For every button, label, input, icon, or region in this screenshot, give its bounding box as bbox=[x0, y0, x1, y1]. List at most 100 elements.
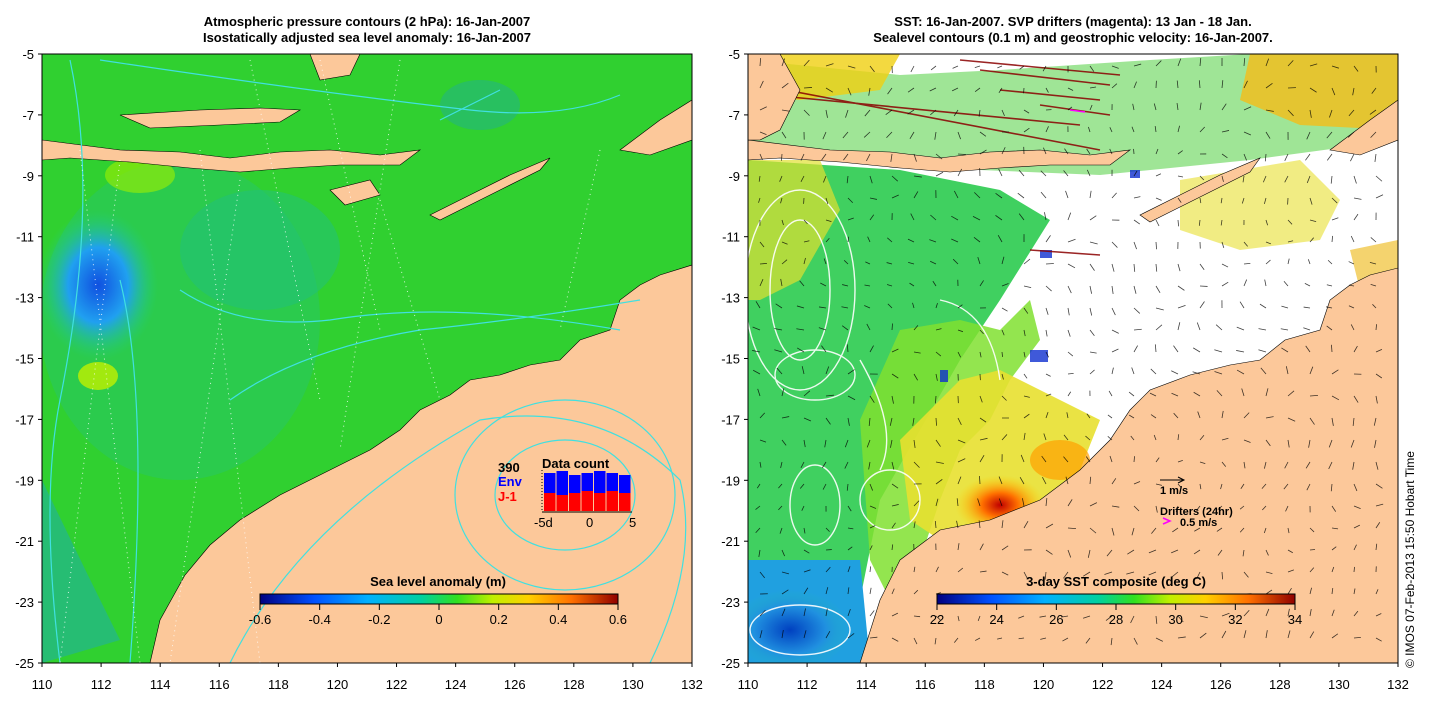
sla-colorbar-tick: 0 bbox=[435, 612, 442, 627]
velocity-arrow bbox=[1353, 544, 1357, 551]
sla-colorbar-tick: -0.2 bbox=[368, 612, 390, 627]
velocity-arrow bbox=[1088, 126, 1091, 133]
velocity-arrow bbox=[1018, 169, 1025, 177]
lesser-sunda-islands-right bbox=[748, 139, 1132, 173]
velocity-arrow bbox=[803, 257, 806, 265]
velocity-arrow bbox=[1284, 175, 1289, 183]
velocity-arrow bbox=[1240, 483, 1245, 489]
velocity-arrow bbox=[1199, 632, 1207, 639]
velocity-arrow bbox=[1239, 301, 1245, 309]
velocity-arrow bbox=[972, 216, 981, 221]
velocity-arrow bbox=[957, 131, 961, 140]
velocity-arrow bbox=[1331, 587, 1334, 595]
velocity-arrow bbox=[1040, 170, 1047, 177]
velocity-arrow bbox=[1287, 258, 1290, 265]
velocity-arrow bbox=[977, 498, 981, 507]
velocity-arrow bbox=[1306, 175, 1311, 184]
velocity-arrow bbox=[957, 615, 960, 622]
velocity-arrow bbox=[957, 417, 962, 425]
velocity-arrow bbox=[1023, 432, 1026, 441]
velocity-arrow bbox=[1017, 192, 1025, 199]
velocity-arrow bbox=[1067, 238, 1076, 243]
velocity-arrow bbox=[1176, 102, 1179, 111]
velocity-arrow bbox=[1370, 283, 1377, 287]
velocity-arrow bbox=[953, 637, 959, 643]
velocity-arrow bbox=[979, 131, 987, 137]
velocity-arrow bbox=[957, 476, 962, 485]
velocity-arrow bbox=[1284, 461, 1289, 469]
velocity-arrow bbox=[979, 280, 984, 287]
velocity-arrow bbox=[1106, 549, 1113, 557]
velocity-arrow bbox=[891, 612, 899, 617]
velocity-arrow bbox=[1353, 610, 1359, 617]
velocity-arrow bbox=[1151, 527, 1157, 534]
velocity-arrow bbox=[803, 569, 811, 573]
velocity-arrow bbox=[1264, 279, 1267, 287]
velocity-arrow bbox=[1348, 305, 1355, 309]
velocity-arrow bbox=[796, 347, 805, 353]
velocity-arrow bbox=[823, 175, 827, 183]
velocity-arrow bbox=[843, 153, 849, 161]
velocity-arrow bbox=[1326, 306, 1333, 309]
velocity-arrow bbox=[997, 637, 1003, 640]
velocity-arrow bbox=[934, 131, 937, 140]
velocity-arrow bbox=[1221, 130, 1230, 133]
velocity-arrow bbox=[780, 461, 783, 469]
velocity-arrow bbox=[973, 237, 981, 243]
velocity-arrow bbox=[1331, 395, 1340, 401]
velocity-arrow bbox=[1172, 527, 1179, 533]
velocity-arrow bbox=[1040, 637, 1047, 640]
velocity-arrow bbox=[1130, 435, 1135, 441]
left-lat-tick: -7 bbox=[22, 108, 34, 123]
velocity-arrow bbox=[1326, 153, 1333, 161]
velocity-arrow bbox=[1216, 527, 1223, 532]
velocity-arrow bbox=[778, 505, 783, 511]
velocity-arrow bbox=[781, 439, 787, 446]
velocity-arrow bbox=[755, 527, 761, 534]
left-lat-tick: -9 bbox=[22, 169, 34, 184]
velocity-arrow bbox=[847, 633, 855, 639]
velocity-arrow bbox=[1155, 457, 1160, 463]
velocity-arrow bbox=[1042, 476, 1047, 485]
velocity-arrow bbox=[890, 153, 893, 162]
velocity-arrow bbox=[781, 259, 788, 265]
velocity-arrow bbox=[1111, 285, 1114, 294]
velocity-arrow bbox=[1133, 637, 1138, 645]
velocity-arrow bbox=[1194, 527, 1201, 532]
satellite-tracks bbox=[59, 59, 601, 663]
velocity-arrow bbox=[1375, 503, 1384, 507]
velocity-arrow bbox=[1155, 219, 1160, 227]
velocity-arrow bbox=[979, 149, 987, 155]
velocity-arrow bbox=[1177, 304, 1186, 309]
velocity-arrow bbox=[1375, 373, 1383, 379]
velocity-arrow bbox=[913, 637, 918, 645]
velocity-arrow bbox=[796, 328, 805, 331]
velocity-arrow bbox=[1308, 439, 1311, 448]
velocity-arrow bbox=[803, 390, 811, 397]
velocity-arrow bbox=[1348, 261, 1355, 265]
velocity-arrow bbox=[847, 395, 856, 401]
velocity-arrow bbox=[1108, 390, 1113, 397]
left-lon-tick: 110 bbox=[32, 677, 53, 692]
velocity-arrow bbox=[867, 236, 871, 243]
velocity-arrow bbox=[801, 505, 805, 511]
velocity-arrow bbox=[1373, 417, 1377, 426]
velocity-arrow bbox=[887, 303, 893, 309]
velocity-arrow bbox=[913, 325, 919, 331]
velocity-arrow bbox=[825, 527, 830, 532]
j1-bar bbox=[606, 491, 618, 511]
velocity-arrow bbox=[759, 241, 765, 248]
velocity-arrow bbox=[1089, 329, 1095, 337]
velocity-arrow bbox=[935, 153, 943, 160]
velocity-arrow bbox=[1045, 351, 1049, 358]
velocity-arrow bbox=[1374, 153, 1377, 162]
velocity-arrow bbox=[803, 219, 808, 225]
velocity-arrow bbox=[1133, 63, 1142, 67]
velocity-arrow bbox=[1287, 569, 1294, 573]
velocity-arrow bbox=[1019, 65, 1025, 70]
velocity-arrow bbox=[1155, 241, 1157, 250]
left-map-title: Atmospheric pressure contours (2 hPa): 1… bbox=[42, 14, 692, 46]
velocity-arrow bbox=[1062, 637, 1069, 642]
velocity-arrow bbox=[1107, 436, 1113, 441]
right-lat-tick: -15 bbox=[721, 352, 740, 367]
